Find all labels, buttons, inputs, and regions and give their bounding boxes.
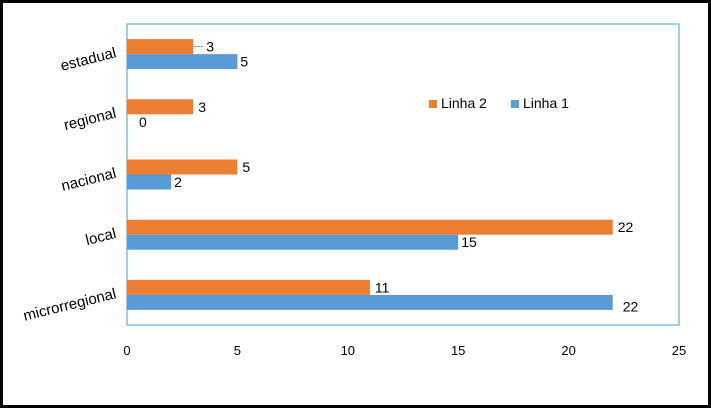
data-label: 3 <box>198 99 206 115</box>
bar-linha-2 <box>127 39 194 55</box>
x-tick-label: 10 <box>341 343 355 358</box>
category-label: local <box>84 225 118 249</box>
category-label: regional <box>62 105 118 134</box>
data-label: 3 <box>206 39 214 55</box>
x-tick-label: 20 <box>561 343 575 358</box>
legend-label: Linha 1 <box>523 95 569 111</box>
data-label: 22 <box>618 219 634 235</box>
bar-linha-2 <box>127 219 613 235</box>
x-tick-label: 25 <box>672 343 686 358</box>
data-label: 5 <box>242 159 250 175</box>
bar-linha-2 <box>127 279 370 295</box>
data-label: 22 <box>623 298 639 314</box>
data-label: 15 <box>461 234 477 250</box>
x-tick-label: 5 <box>234 343 241 358</box>
legend-label: Linha 2 <box>441 95 487 111</box>
bar-linha-1 <box>127 234 459 250</box>
x-tick-label: 0 <box>123 343 130 358</box>
legend-swatch <box>511 100 519 108</box>
category-label: estadual <box>59 44 118 74</box>
bar-linha-2 <box>127 159 238 175</box>
category-label: microrregional <box>22 285 118 324</box>
legend-swatch <box>429 100 437 108</box>
bar-linha-2 <box>127 99 194 115</box>
x-tick-label: 15 <box>451 343 465 358</box>
data-label: 5 <box>240 54 248 70</box>
bar-linha-1 <box>127 174 172 190</box>
data-label: 0 <box>139 114 147 130</box>
data-label: 11 <box>375 279 390 295</box>
category-label: nacional <box>60 165 118 195</box>
bar-linha-1 <box>127 54 238 70</box>
data-label: 2 <box>174 174 182 190</box>
bar-linha-1 <box>127 294 613 310</box>
